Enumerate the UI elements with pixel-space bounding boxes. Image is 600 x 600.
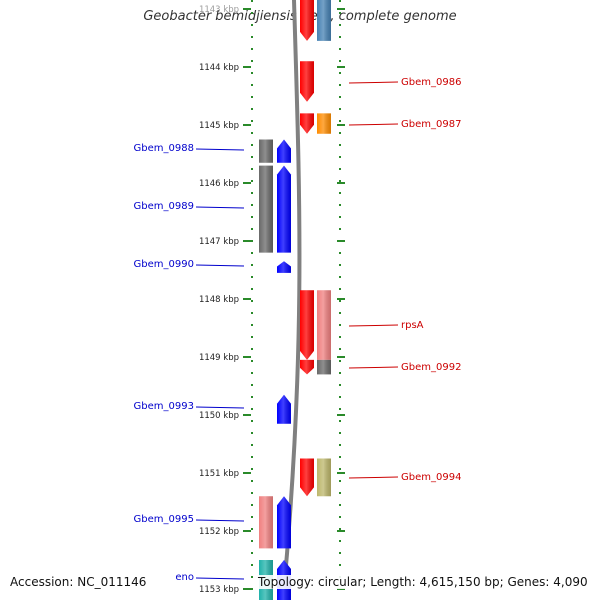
function-bar-shade — [259, 165, 273, 253]
map-title: Geobacter bemidjiensis Bem, complete gen… — [143, 9, 457, 24]
gbem_0987-label: Gbem_0987 — [401, 119, 461, 130]
gbem_0986-label: Gbem_0986 — [401, 77, 461, 88]
kbp-label: 1145 kbp — [199, 121, 239, 131]
function-bar-shade — [317, 113, 331, 134]
gbem_0986-gene-arrow-shade — [300, 61, 314, 102]
kbp-label: 1144 kbp — [199, 63, 239, 73]
gbem_0988-label: Gbem_0988 — [134, 143, 194, 154]
gbem_0993-gene-arrow-shade — [277, 394, 291, 424]
backbone-curve — [281, 0, 302, 600]
gbem_0993-label: Gbem_0993 — [134, 401, 194, 412]
function-bar-shade — [317, 458, 331, 497]
kbp-label: 1146 kbp — [199, 179, 239, 189]
gbem_0994-gene-arrow-shade — [300, 458, 314, 497]
leader-line — [348, 366, 399, 369]
function-bar-shade — [317, 290, 331, 360]
gbem_0992-label: Gbem_0992 — [401, 362, 461, 373]
leader-line — [195, 148, 245, 151]
leader-line — [195, 406, 245, 409]
leader-line — [348, 476, 399, 479]
gene-arrow-shade — [300, 0, 314, 41]
kbp-label: 1150 kbp — [199, 411, 239, 421]
gene-labels: Gbem_0986 Gbem_0987 Gbem_0988 Gbem_0989 Gbem… — [134, 77, 462, 583]
accession-text: Accession: NC_011146 — [8, 575, 149, 589]
kbp-label: 1147 kbp — [199, 237, 239, 247]
function-bar-shade — [317, 359, 331, 375]
gbem_0990-label: Gbem_0990 — [134, 259, 194, 270]
kbp-ruler: 1143 kbp 1144 kbp 1145 kbp 1146 kbp 1147 kbp… — [199, 5, 345, 595]
rpsa-label: rpsA — [401, 320, 424, 331]
function-bar-shade — [317, 0, 331, 41]
gbem_0987-gene-arrow-shade — [300, 113, 314, 134]
gbem_0995-gene-arrow-shade — [277, 496, 291, 549]
eno-label: eno — [175, 572, 194, 583]
leader-line — [195, 264, 245, 267]
gbem_0992-gene-arrow-shade — [300, 359, 314, 375]
kbp-label: 1148 kbp — [199, 295, 239, 305]
gbem_0990-gene-arrow-shade — [277, 261, 291, 273]
leader-line — [195, 206, 245, 209]
gene-track — [259, 0, 331, 600]
leader-line — [348, 324, 399, 327]
kbp-label: 1143 kbp — [199, 5, 239, 15]
gbem_0989-gene-arrow-shade — [277, 165, 291, 253]
leader-line — [348, 81, 399, 84]
gbem_0994-label: Gbem_0994 — [401, 472, 461, 483]
kbp-label: 1153 kbp — [199, 585, 239, 595]
leader-line — [348, 123, 399, 126]
function-bar-shade — [259, 496, 273, 549]
gbem_0988-gene-arrow-shade — [277, 139, 291, 163]
leader-line — [195, 577, 245, 580]
gbem_0995-label: Gbem_0995 — [134, 514, 194, 525]
genome-backbone — [281, 0, 302, 600]
function-bar-shade — [259, 139, 273, 163]
kbp-label: 1149 kbp — [199, 353, 239, 363]
leader-line — [195, 519, 245, 522]
genome-info-text: Topology: circular; Length: 4,615,150 bp… — [256, 575, 590, 589]
rpsa-gene-arrow-shade — [300, 290, 314, 360]
kbp-label: 1151 kbp — [199, 469, 239, 479]
gbem_0989-label: Gbem_0989 — [134, 201, 194, 212]
kbp-label: 1152 kbp — [199, 527, 239, 537]
